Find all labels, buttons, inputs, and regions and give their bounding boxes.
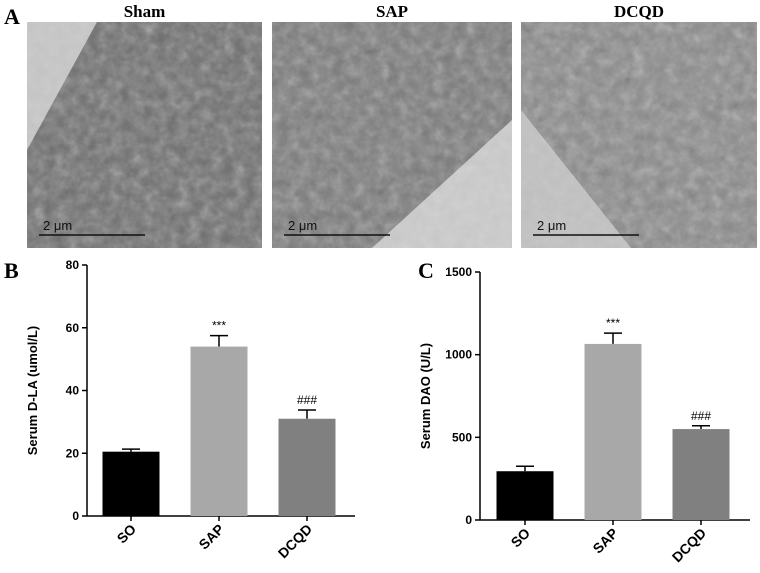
y-tick-label: 1000: [445, 348, 472, 362]
image-title: DCQD: [614, 2, 664, 21]
y-axis-label: Serum DAO (U/L): [418, 343, 433, 449]
y-tick-label: 40: [66, 384, 80, 398]
y-tick-label: 500: [452, 430, 472, 444]
y-tick-label: 20: [66, 446, 80, 460]
x-tick-label: SO: [113, 521, 139, 547]
image-title: SAP: [376, 2, 408, 21]
micrograph-region: [521, 110, 631, 248]
x-tick-label: DCQD: [669, 525, 709, 565]
y-tick-label: 0: [72, 509, 79, 523]
micrograph-region: [372, 120, 512, 248]
bar: [102, 451, 160, 516]
x-tick-label: SAP: [195, 521, 227, 553]
panel-label: A: [4, 4, 20, 29]
y-tick-label: 80: [66, 258, 80, 272]
x-tick-label: SO: [507, 525, 533, 551]
y-tick-label: 1500: [445, 265, 472, 279]
significance-mark: ***: [212, 319, 226, 333]
scale-bar-label: 2 μm: [43, 218, 72, 233]
bar: [190, 346, 248, 516]
image-title: Sham: [124, 2, 166, 21]
y-tick-label: 60: [66, 321, 80, 335]
significance-mark: ***: [606, 316, 620, 330]
bar: [496, 471, 554, 520]
y-axis-label: Serum D-LA (umol/L): [25, 326, 40, 456]
x-tick-label: SAP: [589, 525, 621, 557]
panel-label: B: [4, 258, 19, 283]
bar: [584, 343, 642, 520]
x-tick-label: DCQD: [275, 521, 315, 561]
significance-mark: ###: [691, 409, 711, 423]
significance-mark: ###: [297, 393, 317, 407]
bar: [672, 429, 730, 520]
micrograph-region: [27, 22, 97, 150]
scale-bar-label: 2 μm: [288, 218, 317, 233]
bar: [278, 418, 336, 516]
y-tick-label: 0: [465, 513, 472, 527]
panel-label: C: [418, 258, 434, 283]
scale-bar-label: 2 μm: [537, 218, 566, 233]
